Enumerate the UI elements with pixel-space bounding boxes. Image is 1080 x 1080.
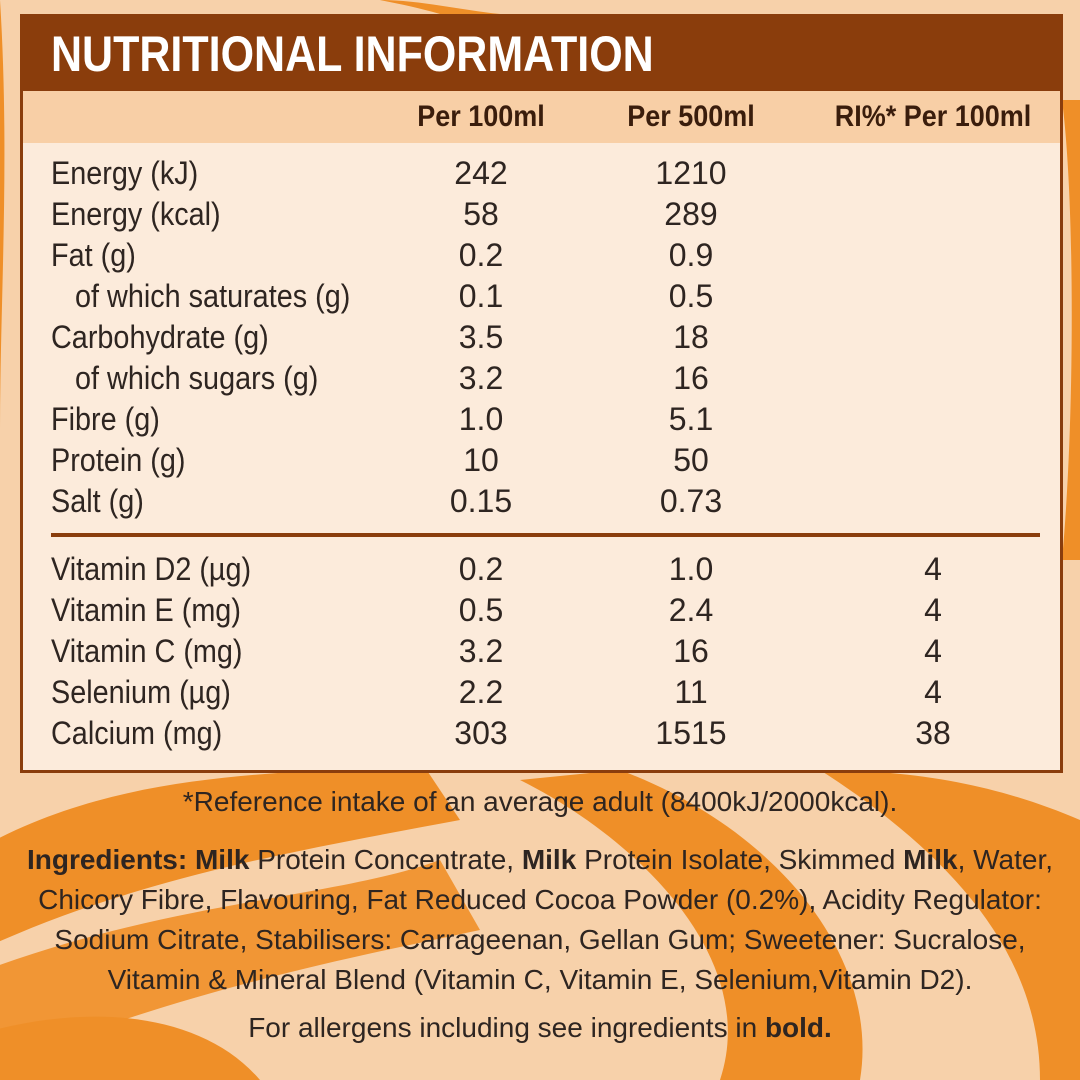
ingredients-fragment: Protein Concentrate,	[249, 844, 522, 875]
per-100ml-value: 3.2	[458, 360, 504, 396]
per-100ml-value: 242	[454, 155, 508, 191]
per-500ml-value: 289	[664, 196, 718, 232]
per-500ml-value: 16	[673, 360, 709, 396]
ingredients-fragment	[187, 844, 195, 875]
table-row: Fat (g) 0.2 0.9	[23, 235, 1060, 276]
header-ri-per-100ml: RI%* Per 100ml	[834, 100, 1032, 133]
table-row: of which sugars (g) 3.2 16	[23, 358, 1060, 399]
per-500ml-value: 0.73	[659, 483, 723, 519]
header-per-100ml: Per 100ml	[417, 100, 545, 133]
vitamin-label: Vitamin D2 (µg)	[51, 551, 252, 587]
per-500ml-value: 16	[673, 633, 709, 669]
table-row: Vitamin D2 (µg) 0.2 1.0 4	[23, 549, 1060, 590]
allergen-note-bold: bold.	[764, 1012, 832, 1043]
table-row: Protein (g) 10 50	[23, 440, 1060, 481]
ingredients-text: Ingredients: Milk Protein Concentrate, M…	[20, 840, 1060, 1000]
nutrient-label: Salt (g)	[51, 483, 144, 519]
ri-percent-value: 38	[915, 715, 951, 751]
per-100ml-value: 3.5	[458, 319, 504, 355]
table-row: Vitamin C (mg) 3.2 16 4	[23, 631, 1060, 672]
per-500ml-value: 11	[674, 674, 708, 710]
ingredients-fragment: Protein Isolate, Skimmed	[576, 844, 904, 875]
per-500ml-value: 2.4	[668, 592, 714, 628]
per-100ml-value: 3.2	[458, 633, 504, 669]
vitamin-label: Vitamin E (mg)	[51, 592, 241, 628]
page-title: NUTRITIONAL INFORMATION	[51, 26, 654, 82]
per-500ml-value: 5.1	[668, 401, 714, 437]
table-row: Fibre (g) 1.0 5.1	[23, 399, 1060, 440]
nutrition-panel: NUTRITIONAL INFORMATION Per 100ml Per 50…	[20, 14, 1063, 773]
per-100ml-value: 58	[463, 196, 499, 232]
ri-percent-value: 4	[924, 551, 942, 587]
per-500ml-value: 18	[673, 319, 709, 355]
allergen-milk: Milk	[194, 844, 250, 875]
table-row: Salt (g) 0.15 0.73	[23, 481, 1060, 522]
ingredients-heading: Ingredients:	[26, 844, 188, 875]
nutrient-label: Energy (kJ)	[51, 155, 199, 191]
per-500ml-value: 0.9	[668, 237, 714, 273]
nutrient-rows: Energy (kJ) 242 1210 Energy (kcal) 58 28…	[23, 153, 1060, 522]
reference-intake-footnote: *Reference intake of an average adult (8…	[182, 786, 898, 817]
vitamin-label: Vitamin C (mg)	[51, 633, 243, 669]
vitamin-label: Selenium (µg)	[51, 674, 231, 710]
nutrient-label: Carbohydrate (g)	[51, 319, 269, 355]
table-row: Energy (kJ) 242 1210	[23, 153, 1060, 194]
nutrient-label: Fibre (g)	[51, 401, 160, 437]
per-500ml-value: 1210	[655, 155, 727, 191]
vitamin-rows: Vitamin D2 (µg) 0.2 1.0 4 Vitamin E (mg)…	[23, 549, 1060, 754]
table-row: Selenium (µg) 2.2 11 4	[23, 672, 1060, 713]
per-100ml-value: 0.15	[449, 483, 513, 519]
nutrient-label: Fat (g)	[51, 237, 136, 273]
section-divider	[51, 533, 1040, 537]
per-500ml-value: 1.0	[668, 551, 714, 587]
per-100ml-value: 1.0	[458, 401, 504, 437]
ri-percent-value: 4	[924, 674, 942, 710]
ri-percent-value: 4	[924, 592, 942, 628]
nutrient-label: Energy (kcal)	[51, 196, 221, 232]
per-100ml-value: 0.2	[458, 551, 504, 587]
per-500ml-value: 50	[673, 442, 709, 478]
per-100ml-value: 0.1	[458, 278, 504, 314]
allergen-milk: Milk	[521, 844, 577, 875]
table-row: Carbohydrate (g) 3.5 18	[23, 317, 1060, 358]
per-100ml-value: 10	[463, 442, 499, 478]
per-100ml-value: 0.2	[458, 237, 504, 273]
allergen-milk: Milk	[903, 844, 958, 875]
allergen-note: For allergens including see ingredients …	[0, 1012, 1080, 1044]
per-500ml-value: 0.5	[668, 278, 714, 314]
table-row: Energy (kcal) 58 289	[23, 194, 1060, 235]
header-per-500ml: Per 500ml	[627, 100, 755, 133]
ingredients-fragment: , Water, Chicory Fibre, Flavouring, Fat …	[38, 844, 1054, 995]
allergen-note-text: For allergens including see ingredients …	[248, 1012, 765, 1043]
table-row: Calcium (mg) 303 1515 38	[23, 713, 1060, 754]
column-header-row: Per 100ml Per 500ml RI%* Per 100ml	[23, 91, 1060, 143]
per-500ml-value: 1515	[655, 715, 727, 751]
title-bar: NUTRITIONAL INFORMATION	[23, 17, 1060, 91]
per-100ml-value: 0.5	[458, 592, 504, 628]
ri-percent-value: 4	[924, 633, 942, 669]
table-row: of which saturates (g) 0.1 0.5	[23, 276, 1060, 317]
per-100ml-value: 2.2	[458, 674, 504, 710]
vitamin-label: Calcium (mg)	[51, 715, 223, 751]
table-row: Vitamin E (mg) 0.5 2.4 4	[23, 590, 1060, 631]
nutrient-label: of which saturates (g)	[75, 278, 351, 314]
nutrient-label: of which sugars (g)	[75, 360, 319, 396]
per-100ml-value: 303	[454, 715, 508, 751]
nutrient-label: Protein (g)	[51, 442, 186, 478]
